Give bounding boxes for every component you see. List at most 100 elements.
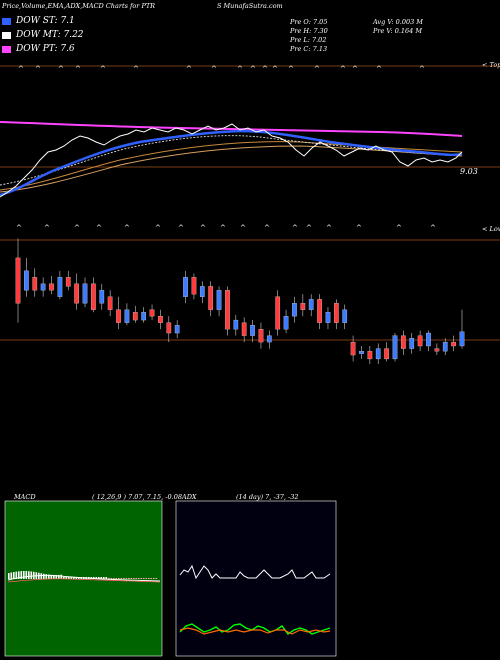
top-marker: ^ — [35, 65, 41, 73]
macd-bar — [40, 573, 43, 579]
macd-bar — [130, 578, 133, 579]
macd-bar — [20, 571, 23, 579]
macd-bar — [65, 577, 68, 579]
macd-bar — [55, 574, 58, 579]
candle-body — [99, 290, 105, 304]
candle-body — [158, 316, 163, 323]
candle-body — [82, 283, 88, 304]
macd-bar — [125, 578, 128, 579]
candle-body — [350, 341, 356, 356]
macd-params: ( 12,26,9 ) 7.07, 7.15, -0.08 — [92, 493, 182, 501]
macd-bar — [105, 577, 108, 579]
candle-body — [91, 283, 96, 310]
candle-body — [359, 351, 364, 354]
candle-body — [199, 286, 205, 297]
candle-body — [442, 341, 448, 352]
macd-bar — [10, 572, 13, 579]
macd-bar — [70, 577, 73, 579]
macd-bar — [138, 578, 140, 579]
candle-body — [459, 331, 465, 347]
low-marker: ^ — [240, 224, 246, 232]
candle-body — [317, 299, 322, 323]
candle-body — [300, 303, 306, 310]
macd-bar — [140, 578, 143, 579]
candle-body — [292, 303, 297, 317]
top-marker: ^ — [419, 65, 425, 73]
top-marker: ^ — [376, 65, 382, 73]
candle-body — [149, 309, 155, 317]
adx-label: ADX — [182, 493, 197, 501]
candle-body — [65, 277, 71, 287]
candle-body — [401, 335, 406, 349]
top-marker: ^ — [100, 65, 106, 73]
candle-body — [451, 341, 456, 347]
candle-body — [141, 312, 147, 321]
macd-bar — [100, 577, 103, 579]
macd-bar — [148, 578, 150, 579]
top-marker: ^ — [211, 65, 217, 73]
prev-high: Pre H: 7.30 — [290, 27, 328, 35]
candle-body — [392, 335, 398, 360]
macd-bar — [93, 577, 95, 579]
low-marker: ^ — [178, 224, 184, 232]
low-marker: ^ — [292, 224, 298, 232]
legend-swatch — [2, 17, 11, 25]
candle-body — [40, 283, 46, 291]
candle-body — [266, 335, 272, 343]
prev-volume: Pre V: 0.164 M — [373, 27, 423, 35]
candle-body — [32, 277, 38, 291]
legend-dow-mt: DOW MT: 7.22 — [2, 30, 84, 40]
macd-bar — [95, 577, 98, 579]
lows-markers: ^ ^ ^ ^ ^ ^ ^ ^ ^ ^ ^ ^ ^ ^ ^ ^ ^ — [16, 224, 436, 232]
low-marker: ^ — [16, 224, 22, 232]
low-marker: ^ — [356, 224, 362, 232]
macd-bar — [63, 577, 65, 579]
price-line-white — [0, 123, 463, 198]
low-marker: ^ — [200, 224, 206, 232]
macd-bar — [120, 578, 123, 579]
legend-label: DOW ST: 7.1 — [16, 16, 75, 26]
candle-body — [434, 348, 440, 352]
macd-bar — [50, 574, 53, 579]
candle-body — [426, 332, 431, 347]
macd-bar — [103, 577, 105, 579]
candle-body — [124, 309, 130, 323]
macd-signal-line — [7, 578, 161, 583]
macd-bar — [68, 577, 70, 579]
candle-body — [216, 290, 222, 310]
candle-body — [57, 277, 63, 297]
macd-bar — [48, 574, 50, 579]
macd-bar — [133, 578, 135, 579]
legend-dow-st: DOW ST: 7.1 — [2, 16, 75, 26]
macd-bar — [25, 571, 28, 579]
macd-bar — [123, 578, 125, 579]
low-marker: ^ — [96, 224, 102, 232]
macd-bar — [143, 578, 145, 579]
lows-label: < Lows — [482, 225, 500, 233]
candle-body — [183, 277, 188, 297]
candle-body — [258, 328, 264, 343]
macd-bar — [150, 578, 153, 579]
candle-body — [375, 348, 381, 360]
macd-bar — [28, 571, 30, 579]
macd-bar — [15, 571, 18, 579]
top-marker: ^ — [272, 65, 278, 73]
macd-bar — [75, 577, 78, 579]
legend-swatch — [2, 45, 11, 53]
prev-low: Pre L: 7.02 — [290, 36, 327, 44]
top-marker: ^ — [262, 65, 268, 73]
candle-body — [49, 283, 54, 291]
macd-bar — [8, 573, 10, 579]
macd-label: MACD — [14, 493, 36, 501]
candle-body — [24, 270, 29, 291]
legend-label: DOW PT: 7.6 — [16, 44, 75, 54]
macd-bar — [13, 572, 15, 579]
candle-body — [208, 286, 214, 310]
macd-bar — [73, 577, 75, 579]
candle-body — [384, 348, 389, 360]
macd-bar — [135, 578, 138, 579]
candle-body — [275, 296, 281, 330]
top-marker: ^ — [133, 65, 139, 73]
candle-body — [116, 309, 121, 323]
tops-markers: ^ ^ ^ ^ ^ ^ ^ ^ ^ ^ ^ ^ ^ ^ ^ ^ ^ ^ — [18, 65, 425, 73]
